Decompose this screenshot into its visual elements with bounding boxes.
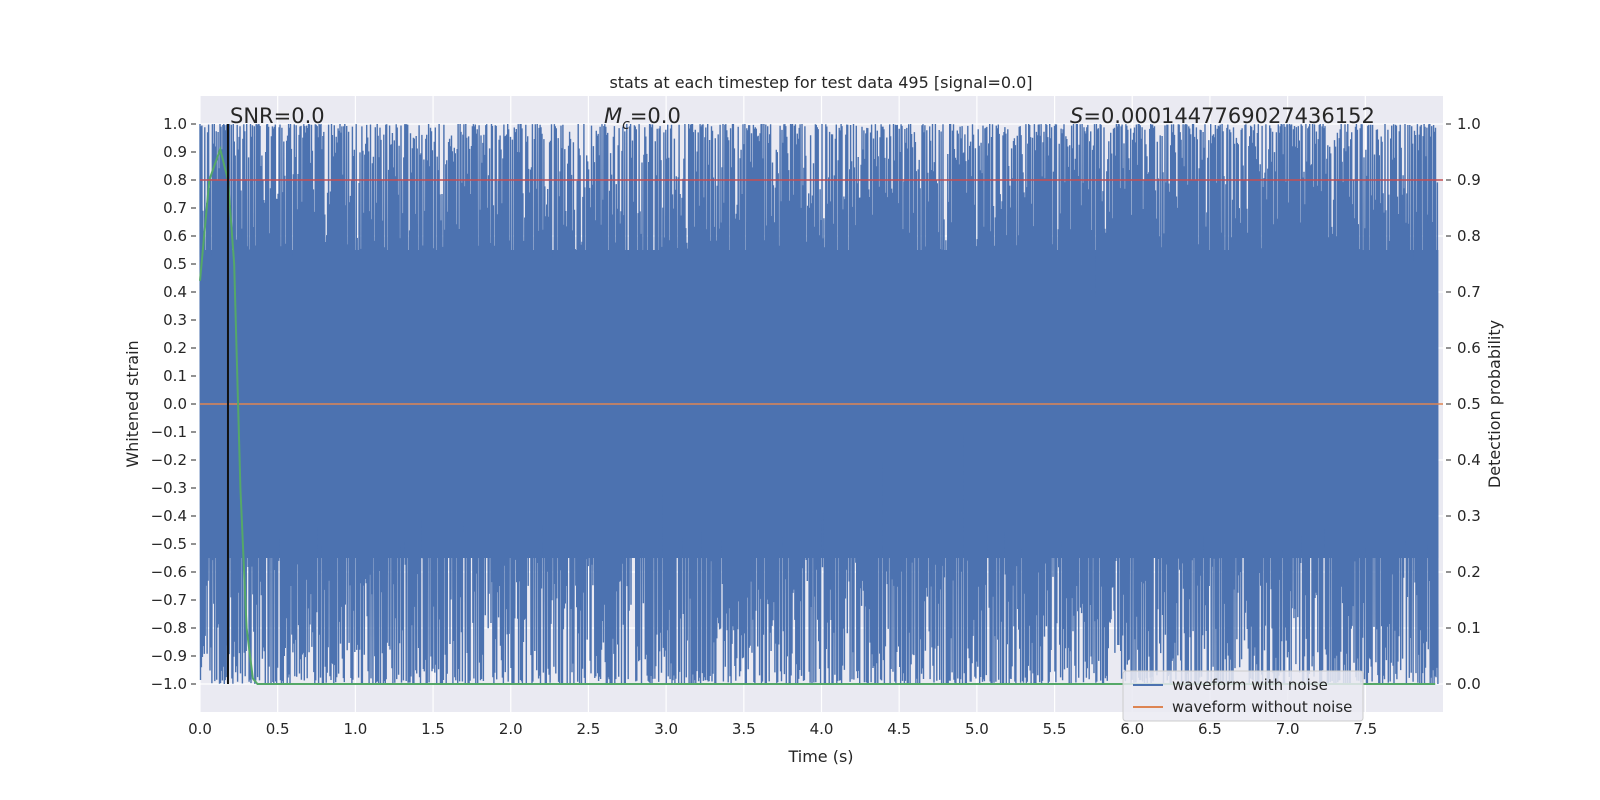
y-left-tick-label: −0.5 (151, 535, 187, 553)
y-axis-label-left: Whitened strain (123, 340, 142, 467)
y-right-tick-label: 0.4 (1457, 451, 1481, 469)
series-lines (199, 124, 1443, 685)
chart-title: stats at each timestep for test data 495… (609, 73, 1032, 92)
y-left-tick-label: −0.1 (151, 423, 187, 441)
y-left-tick-label: 0.2 (163, 339, 187, 357)
y-right-tick-label: 0.2 (1457, 563, 1481, 581)
y-right-tick-label: 1.0 (1457, 115, 1481, 133)
y-left-tick-label: 0.0 (163, 395, 187, 413)
y-left-tick-label: 0.4 (163, 283, 187, 301)
y-left-tick-label: −0.8 (151, 619, 187, 637)
y-left-tick-label: 0.9 (163, 143, 187, 161)
y-right-tick-label: 0.5 (1457, 395, 1481, 413)
y-left-tick-label: 0.3 (163, 311, 187, 329)
y-left-tick-label: 1.0 (163, 115, 187, 133)
y-axis-label-right: Detection probability (1485, 320, 1504, 488)
legend-label-clean: waveform without noise (1172, 698, 1352, 716)
y-left-tick-label: 0.8 (163, 171, 187, 189)
y-left-tick-label: −0.7 (151, 591, 187, 609)
legend-box (1122, 670, 1364, 722)
x-tick-label: 3.0 (654, 720, 678, 738)
y-right-tick-label: 0.7 (1457, 283, 1481, 301)
y-left-tick-label: 0.1 (163, 367, 187, 385)
legend-label-noise: waveform with noise (1172, 676, 1328, 694)
y-left-tick-label: 0.6 (163, 227, 187, 245)
y-left-tick-label: −0.4 (151, 507, 187, 525)
legend: waveform with noise waveform without noi… (1122, 670, 1364, 722)
x-tick-label: 5.0 (965, 720, 989, 738)
x-tick-label: 5.5 (1043, 720, 1067, 738)
x-tick-label: 0.0 (188, 720, 212, 738)
x-tick-label: 7.5 (1353, 720, 1377, 738)
y-left-tick-label: −0.9 (151, 647, 187, 665)
y-left-tick-label: −0.3 (151, 479, 187, 497)
series-detection-probability (199, 145, 1436, 685)
y-left-tick-label: −1.0 (151, 675, 187, 693)
x-tick-label: 6.5 (1198, 720, 1222, 738)
x-tick-label: 1.0 (343, 720, 367, 738)
x-tick-label: 6.0 (1120, 720, 1144, 738)
x-tick-label: 3.5 (732, 720, 756, 738)
x-tick-label: 4.5 (887, 720, 911, 738)
x-tick-label: 7.0 (1276, 720, 1300, 738)
y-left-tick-label: −0.6 (151, 563, 187, 581)
y-right-tick-label: 0.8 (1457, 227, 1481, 245)
tick-labels: 0.0 0.5 1.0 1.5 2.0 2.5 3.0 3.5 4.0 4.5 5.0 5.5 6.0 6… (151, 115, 1481, 738)
y-right-tick-label: 0.6 (1457, 339, 1481, 357)
y-right-tick-label: 0.0 (1457, 675, 1481, 693)
annotation-s: S=0.0001447769027436152 (1070, 104, 1375, 128)
y-left-tick-label: 0.7 (163, 199, 187, 217)
noise-line (199, 123, 1439, 685)
y-left-tick-label: 0.5 (163, 255, 187, 273)
y-left-tick-label: −0.2 (151, 451, 187, 469)
annotation-snr: SNR=0.0 (230, 104, 325, 128)
y-right-tick-label: 0.9 (1457, 171, 1481, 189)
y-right-tick-label: 0.1 (1457, 619, 1481, 637)
y-right-tick-label: 0.3 (1457, 507, 1481, 525)
x-axis-label: Time (s) (787, 747, 853, 766)
x-tick-label: 1.5 (421, 720, 445, 738)
x-tick-label: 2.0 (499, 720, 523, 738)
annotation-mc: Mc=0.0 (604, 104, 681, 133)
x-tick-label: 2.5 (577, 720, 601, 738)
x-tick-label: 4.0 (810, 720, 834, 738)
x-tick-label: 0.5 (266, 720, 290, 738)
